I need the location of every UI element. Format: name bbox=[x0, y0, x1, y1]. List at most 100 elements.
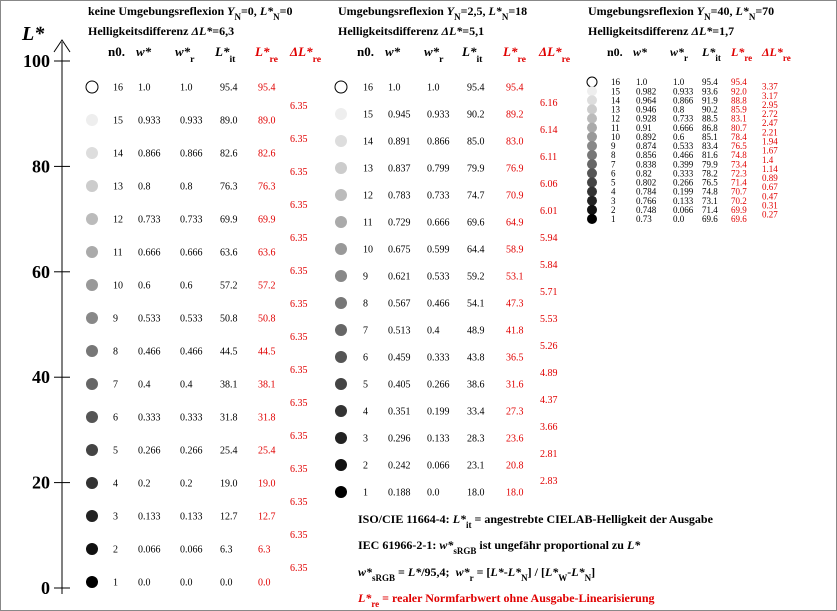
cell: 2 bbox=[611, 205, 616, 215]
cell: 0.296 bbox=[388, 434, 411, 445]
cell: 0.866 bbox=[673, 95, 694, 105]
gray-patch bbox=[86, 114, 98, 126]
cell: 0.533 bbox=[673, 141, 694, 151]
text-part: =40, bbox=[711, 4, 736, 18]
gray-patch bbox=[587, 113, 597, 124]
cell: 14 bbox=[611, 95, 621, 105]
cell: 0.351 bbox=[388, 407, 411, 418]
text-part: w* bbox=[670, 45, 685, 59]
gray-patch bbox=[86, 279, 98, 291]
cell: 0.533 bbox=[427, 272, 450, 283]
cell: 0.466 bbox=[673, 150, 694, 160]
column-header: L*it bbox=[461, 44, 483, 65]
text-part: w* bbox=[633, 45, 648, 59]
cell: 47.3 bbox=[506, 299, 524, 310]
text-part: =0 bbox=[280, 4, 293, 18]
column-header: L*it bbox=[701, 45, 721, 63]
text-part: re bbox=[744, 53, 752, 63]
gray-patch bbox=[587, 131, 597, 142]
delta-cell: 6.35 bbox=[290, 233, 308, 244]
cell: 95.4 bbox=[731, 77, 747, 87]
table-subtitle: Helligkeitsdifferenz ΔL*=6,3 bbox=[88, 24, 234, 38]
column-header: w*r bbox=[175, 44, 195, 65]
table: Umgebungsreflexion YN=2,5, L*N=18Helligk… bbox=[334, 4, 571, 499]
delta-cell: 6.35 bbox=[290, 332, 308, 343]
text-part: Helligkeitsdifferenz bbox=[588, 24, 691, 38]
cell: 18.0 bbox=[467, 488, 485, 499]
cell: 0.466 bbox=[180, 347, 203, 358]
cell: 58.9 bbox=[506, 245, 524, 256]
cell: 0.2 bbox=[138, 479, 151, 490]
cell: 0.891 bbox=[388, 137, 411, 148]
tick-label: 20 bbox=[32, 473, 50, 493]
cell: 15 bbox=[363, 110, 373, 121]
cell: 0.066 bbox=[427, 461, 450, 472]
text-part: ΔL* bbox=[289, 44, 313, 59]
cell: 6 bbox=[611, 168, 616, 178]
text-part: L* bbox=[502, 44, 518, 59]
cell: 0.399 bbox=[673, 159, 694, 169]
cell: 70.9 bbox=[506, 191, 524, 202]
cell: 0.599 bbox=[427, 245, 450, 256]
cell: 91.9 bbox=[702, 95, 718, 105]
cell: 0.266 bbox=[673, 178, 694, 188]
delta-cell: 0.67 bbox=[762, 182, 778, 192]
column-header: w*r bbox=[670, 45, 688, 63]
cell: 1.0 bbox=[427, 83, 440, 94]
cell: 78.4 bbox=[731, 132, 747, 142]
delta-cell: 4.89 bbox=[540, 368, 558, 379]
delta-cell: 6.35 bbox=[290, 398, 308, 409]
cell: 79.9 bbox=[467, 164, 485, 175]
cell: 6.3 bbox=[220, 545, 233, 556]
column-header: n0. bbox=[108, 44, 125, 59]
text-part: L* bbox=[734, 4, 749, 18]
delta-cell: 6.35 bbox=[290, 266, 308, 277]
cell: 0.333 bbox=[427, 353, 450, 364]
text-part: =1,7 bbox=[712, 24, 734, 38]
cell: 0.928 bbox=[636, 114, 657, 124]
delta-cell: 6.35 bbox=[290, 134, 308, 145]
delta-cell: 0.27 bbox=[762, 210, 778, 220]
cell: 4 bbox=[113, 479, 118, 490]
cell: 0.066 bbox=[673, 205, 694, 215]
cell: 0.666 bbox=[138, 248, 161, 259]
cell: 88.8 bbox=[731, 95, 747, 105]
cell: 23.1 bbox=[467, 461, 485, 472]
gray-patch bbox=[86, 180, 98, 192]
gray-patch bbox=[86, 477, 98, 489]
cell: 9 bbox=[113, 314, 118, 325]
delta-cell: 1.4 bbox=[762, 155, 774, 165]
cell: 0.748 bbox=[636, 205, 657, 215]
cell: 0.733 bbox=[673, 114, 694, 124]
text-part: N bbox=[749, 12, 756, 22]
gray-patch bbox=[587, 168, 597, 179]
cell: 0.733 bbox=[138, 215, 161, 226]
cell: 76.9 bbox=[506, 164, 524, 175]
cell: 13 bbox=[113, 182, 123, 193]
text-part: N bbox=[273, 12, 280, 22]
cell: 6.3 bbox=[258, 545, 271, 556]
cell: 79.9 bbox=[702, 159, 718, 169]
text-part: n0. bbox=[108, 44, 125, 59]
text-part: r bbox=[684, 53, 688, 63]
cell: 0.675 bbox=[388, 245, 411, 256]
cell: 0.729 bbox=[388, 218, 411, 229]
cell: 82.6 bbox=[258, 149, 276, 160]
note: IEC 61966-2-1: w*sRGB ist ungefähr propo… bbox=[358, 538, 641, 556]
cell: 8 bbox=[611, 150, 616, 160]
delta-cell: 6.35 bbox=[290, 464, 308, 475]
text-part: L* bbox=[701, 45, 716, 59]
cell: 1 bbox=[113, 578, 118, 589]
gray-patch bbox=[587, 122, 597, 133]
gray-patch bbox=[86, 345, 98, 357]
text-part: ΔL* bbox=[440, 24, 463, 38]
cell: 12.7 bbox=[258, 512, 276, 523]
gray-patch bbox=[335, 108, 347, 120]
gray-patch bbox=[335, 378, 347, 390]
cell: 85.9 bbox=[731, 105, 747, 115]
cell: 54.1 bbox=[467, 299, 485, 310]
cell: 0.82 bbox=[636, 168, 652, 178]
cell: 0.733 bbox=[427, 191, 450, 202]
gray-patch bbox=[335, 243, 347, 255]
cell: 0.6 bbox=[180, 281, 193, 292]
